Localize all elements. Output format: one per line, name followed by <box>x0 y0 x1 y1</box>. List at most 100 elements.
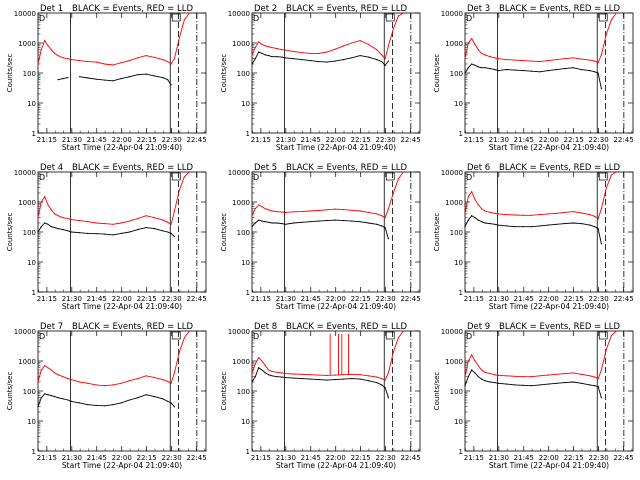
events-point <box>600 397 603 399</box>
lld-point <box>170 382 172 384</box>
x-tick-label: 22:45 <box>400 136 420 144</box>
events-point <box>474 217 476 219</box>
events-point <box>367 380 369 382</box>
lld-point <box>494 212 496 214</box>
events-point <box>309 60 311 62</box>
lld-point <box>484 54 486 56</box>
lld-point <box>254 363 256 365</box>
x-axis-label: Start Time (22-Apr-04 21:09:40) <box>62 143 182 152</box>
series-lld-line <box>251 171 404 219</box>
x-tick-label: 21:30 <box>276 295 296 303</box>
lld-point <box>564 211 566 213</box>
lld-point <box>178 351 180 353</box>
x-tick-label: 22:30 <box>589 295 609 303</box>
lld-point <box>580 373 583 375</box>
lld-point <box>112 64 114 66</box>
lld-point <box>384 379 386 381</box>
x-tick-label: 21:45 <box>301 295 321 303</box>
events-point <box>170 84 172 86</box>
events-point <box>47 223 49 225</box>
lld-point <box>367 375 369 377</box>
lld-point <box>605 348 608 350</box>
lld-point <box>79 60 81 62</box>
lld-point <box>367 211 369 213</box>
events-point <box>589 224 591 226</box>
lld-point <box>167 221 169 223</box>
lld-point <box>188 12 190 14</box>
x-tick-label: 21:45 <box>87 454 107 462</box>
series-lld-line <box>37 171 190 225</box>
x-tick-label: 21:15 <box>464 136 484 144</box>
x-tick-label: 22:15 <box>564 136 584 144</box>
plot-frame <box>37 171 207 293</box>
lld-point <box>128 220 131 222</box>
lld-point <box>522 214 524 216</box>
lld-point <box>54 52 56 55</box>
lld-point <box>597 378 599 380</box>
x-tick-label: 22:00 <box>539 295 559 303</box>
events-point <box>276 376 278 378</box>
events-point <box>281 56 283 58</box>
lld-point <box>301 52 303 54</box>
x-tick-label: 22:45 <box>400 295 420 303</box>
lld-point <box>281 211 283 213</box>
x-tick-label: 22:45 <box>613 295 633 303</box>
events-point <box>170 402 172 404</box>
events-point <box>555 223 558 225</box>
y-tick-label: 1 <box>459 448 463 456</box>
x-tick-label: 21:15 <box>37 295 57 303</box>
lld-point <box>261 43 263 46</box>
events-point <box>309 221 311 223</box>
x-tick-label: 22:30 <box>376 454 396 462</box>
lld-point <box>334 208 336 210</box>
events-point <box>484 222 486 224</box>
lld-point <box>112 223 114 225</box>
lld-point <box>381 215 383 217</box>
corner-marker-right <box>171 172 181 181</box>
series-lld-line <box>37 330 190 387</box>
y-tick-label: 100 <box>23 388 36 396</box>
lld-point <box>600 208 603 210</box>
lld-point <box>392 192 394 194</box>
y-tick-label: 10000 <box>441 328 463 336</box>
events-point <box>484 380 486 382</box>
events-point <box>600 88 603 90</box>
y-tick-label: 10000 <box>441 169 463 177</box>
lld-point <box>95 222 97 224</box>
events-point <box>484 67 486 69</box>
events-point <box>120 402 122 404</box>
lld-point <box>594 60 596 62</box>
lld-point <box>484 210 486 212</box>
events-point <box>467 376 469 378</box>
events-point <box>137 74 139 76</box>
lld-point <box>293 50 295 53</box>
panel-legend-text: BLACK = Events, RED = LLD <box>72 4 193 14</box>
events-point <box>522 384 524 386</box>
corner-marker-left: D <box>253 14 259 23</box>
lld-point <box>57 55 59 57</box>
panel-legend-text: BLACK = Events, RED = LLD <box>499 322 620 332</box>
events-point <box>594 385 596 387</box>
events-point <box>67 77 69 79</box>
events-point <box>481 378 483 380</box>
lld-point <box>67 58 69 60</box>
events-point <box>514 226 516 228</box>
lld-point <box>264 45 266 47</box>
x-tick-label: 22:30 <box>162 136 182 144</box>
events-point <box>264 221 266 223</box>
lld-point <box>351 42 353 44</box>
events-point <box>326 61 328 63</box>
events-point <box>384 227 386 229</box>
events-point <box>128 231 131 233</box>
lld-point <box>170 223 172 225</box>
events-point <box>37 406 39 408</box>
y-tick-label: 10000 <box>441 10 463 18</box>
events-point <box>44 393 46 395</box>
lld-point <box>359 374 361 376</box>
y-tick-label: 1 <box>246 289 250 297</box>
lld-point <box>317 374 320 376</box>
lld-point <box>57 374 59 376</box>
events-point <box>522 226 524 228</box>
panel-legend-text: BLACK = Events, RED = LLD <box>499 163 620 173</box>
lld-point <box>47 204 49 206</box>
